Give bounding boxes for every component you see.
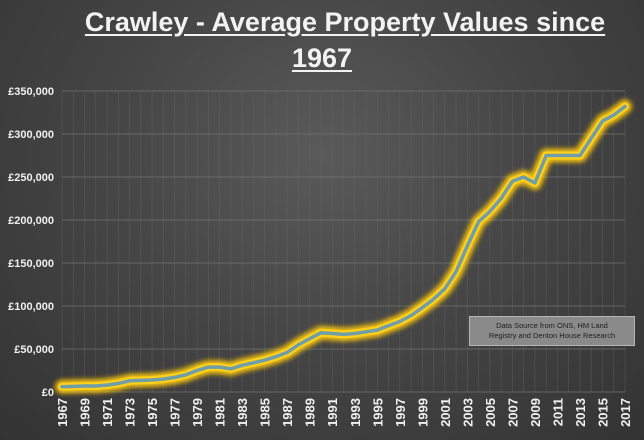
x-tick-label: 1967 — [55, 398, 70, 427]
x-tick-label: 1969 — [78, 398, 93, 427]
x-tick-label: 2011 — [550, 398, 565, 426]
x-tick-label: 2003 — [460, 398, 475, 427]
x-tick-label: 1999 — [415, 398, 430, 427]
x-tick-label: 1995 — [370, 398, 385, 427]
x-tick-label: 1983 — [235, 398, 250, 427]
x-tick-label: 1985 — [258, 398, 273, 427]
chart-title: Crawley - Average Property Values since … — [0, 4, 644, 76]
property-value-line — [60, 104, 627, 389]
grid-lines — [61, 90, 626, 393]
x-tick-label: 1979 — [190, 398, 205, 427]
x-tick-label: 2013 — [573, 398, 588, 427]
x-tick-label: 1977 — [168, 398, 183, 427]
x-tick-label: 2015 — [595, 398, 610, 427]
x-tick-label: 2009 — [528, 398, 543, 427]
y-tick-label: £250,000 — [8, 172, 54, 184]
x-tick-label: 1973 — [123, 398, 138, 427]
y-tick-label: £350,000 — [8, 86, 54, 98]
x-tick-label: 2001 — [438, 398, 453, 427]
y-tick-label: £300,000 — [8, 129, 54, 141]
y-tick-label: £150,000 — [8, 258, 54, 270]
x-tick-label: 1971 — [100, 398, 115, 427]
x-tick-label: 1975 — [145, 398, 160, 427]
x-tick-label: 1989 — [303, 398, 318, 427]
note-line-1: Data Source from ONS, HM Land — [496, 321, 608, 330]
y-tick-label: £200,000 — [8, 215, 54, 227]
x-tick-label: 2007 — [505, 398, 520, 427]
x-tick-label: 1991 — [325, 398, 340, 427]
note-line-2: Registry and Denton House Research — [488, 331, 616, 340]
chart-title-line-2: 1967 — [291, 43, 353, 73]
x-tick-label: 1981 — [213, 398, 228, 427]
x-axis-labels: 1967 1969 1971 1973 1975 1977 1979 1981 1983 1985… — [55, 398, 633, 427]
x-tick-label: 1993 — [348, 398, 363, 427]
x-tick-label: 2017 — [618, 398, 633, 427]
data-series — [55, 99, 632, 394]
data-source-note: Data Source from ONS, HM Land Registry a… — [469, 316, 635, 346]
x-tick-label: 2005 — [483, 398, 498, 427]
y-tick-label: £50,000 — [14, 344, 54, 356]
y-tick-label: £0 — [42, 387, 54, 399]
x-tick-label: 1997 — [393, 398, 408, 427]
y-axis-labels: £0 £50,000 £100,000 £150,000 £200,000 £250,00… — [8, 86, 54, 399]
chart-title-line-1: Crawley - Average Property Values since — [84, 7, 606, 37]
x-tick-label: 1987 — [280, 398, 295, 427]
y-tick-label: £100,000 — [8, 301, 54, 313]
